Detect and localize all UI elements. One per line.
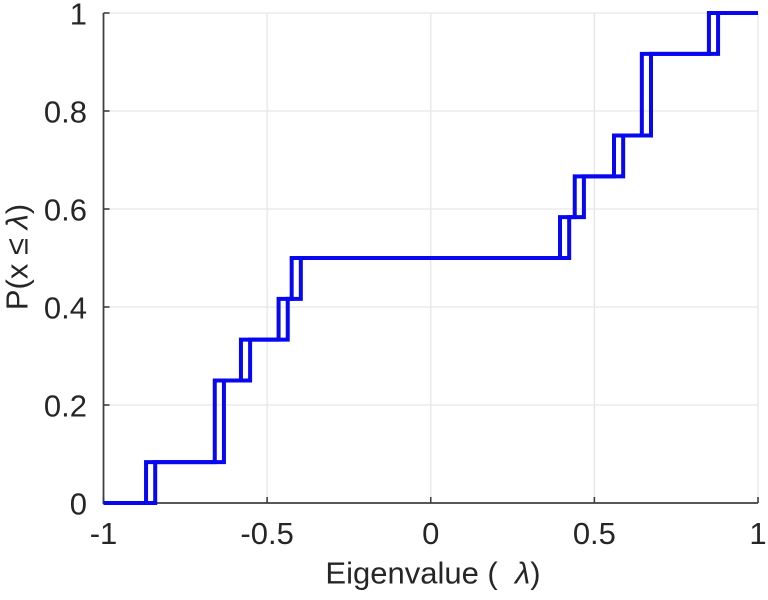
x-axis-title: Eigenvalue ( λ)	[325, 558, 540, 589]
x-tick-label: -1	[90, 516, 118, 551]
y-tick-label: 0.6	[44, 193, 87, 228]
y-axis-title-close: )	[0, 203, 35, 215]
lambda-symbol: λ	[0, 214, 35, 230]
y-tick-label: 0	[70, 487, 87, 522]
y-tick-label: 0.2	[44, 389, 87, 424]
x-axis-title-text: Eigenvalue (	[325, 555, 515, 591]
ecdf-staircase-offset	[103, 11, 758, 505]
y-axis-title: P(x ≤ λ)	[0, 203, 35, 311]
lambda-symbol: λ	[514, 555, 531, 591]
x-tick-label: 1	[749, 516, 766, 551]
x-axis-title-close: )	[530, 555, 541, 591]
y-tick-label: 0.4	[44, 291, 87, 326]
y-axis-title-text: P(x ≤	[0, 229, 35, 311]
y-tick-label: 0.8	[44, 95, 87, 130]
x-tick-label: -0.5	[240, 516, 293, 551]
x-tick-label: 0	[422, 516, 439, 551]
y-tick-label: 1	[70, 0, 87, 32]
x-tick-label: 0.5	[573, 516, 616, 551]
